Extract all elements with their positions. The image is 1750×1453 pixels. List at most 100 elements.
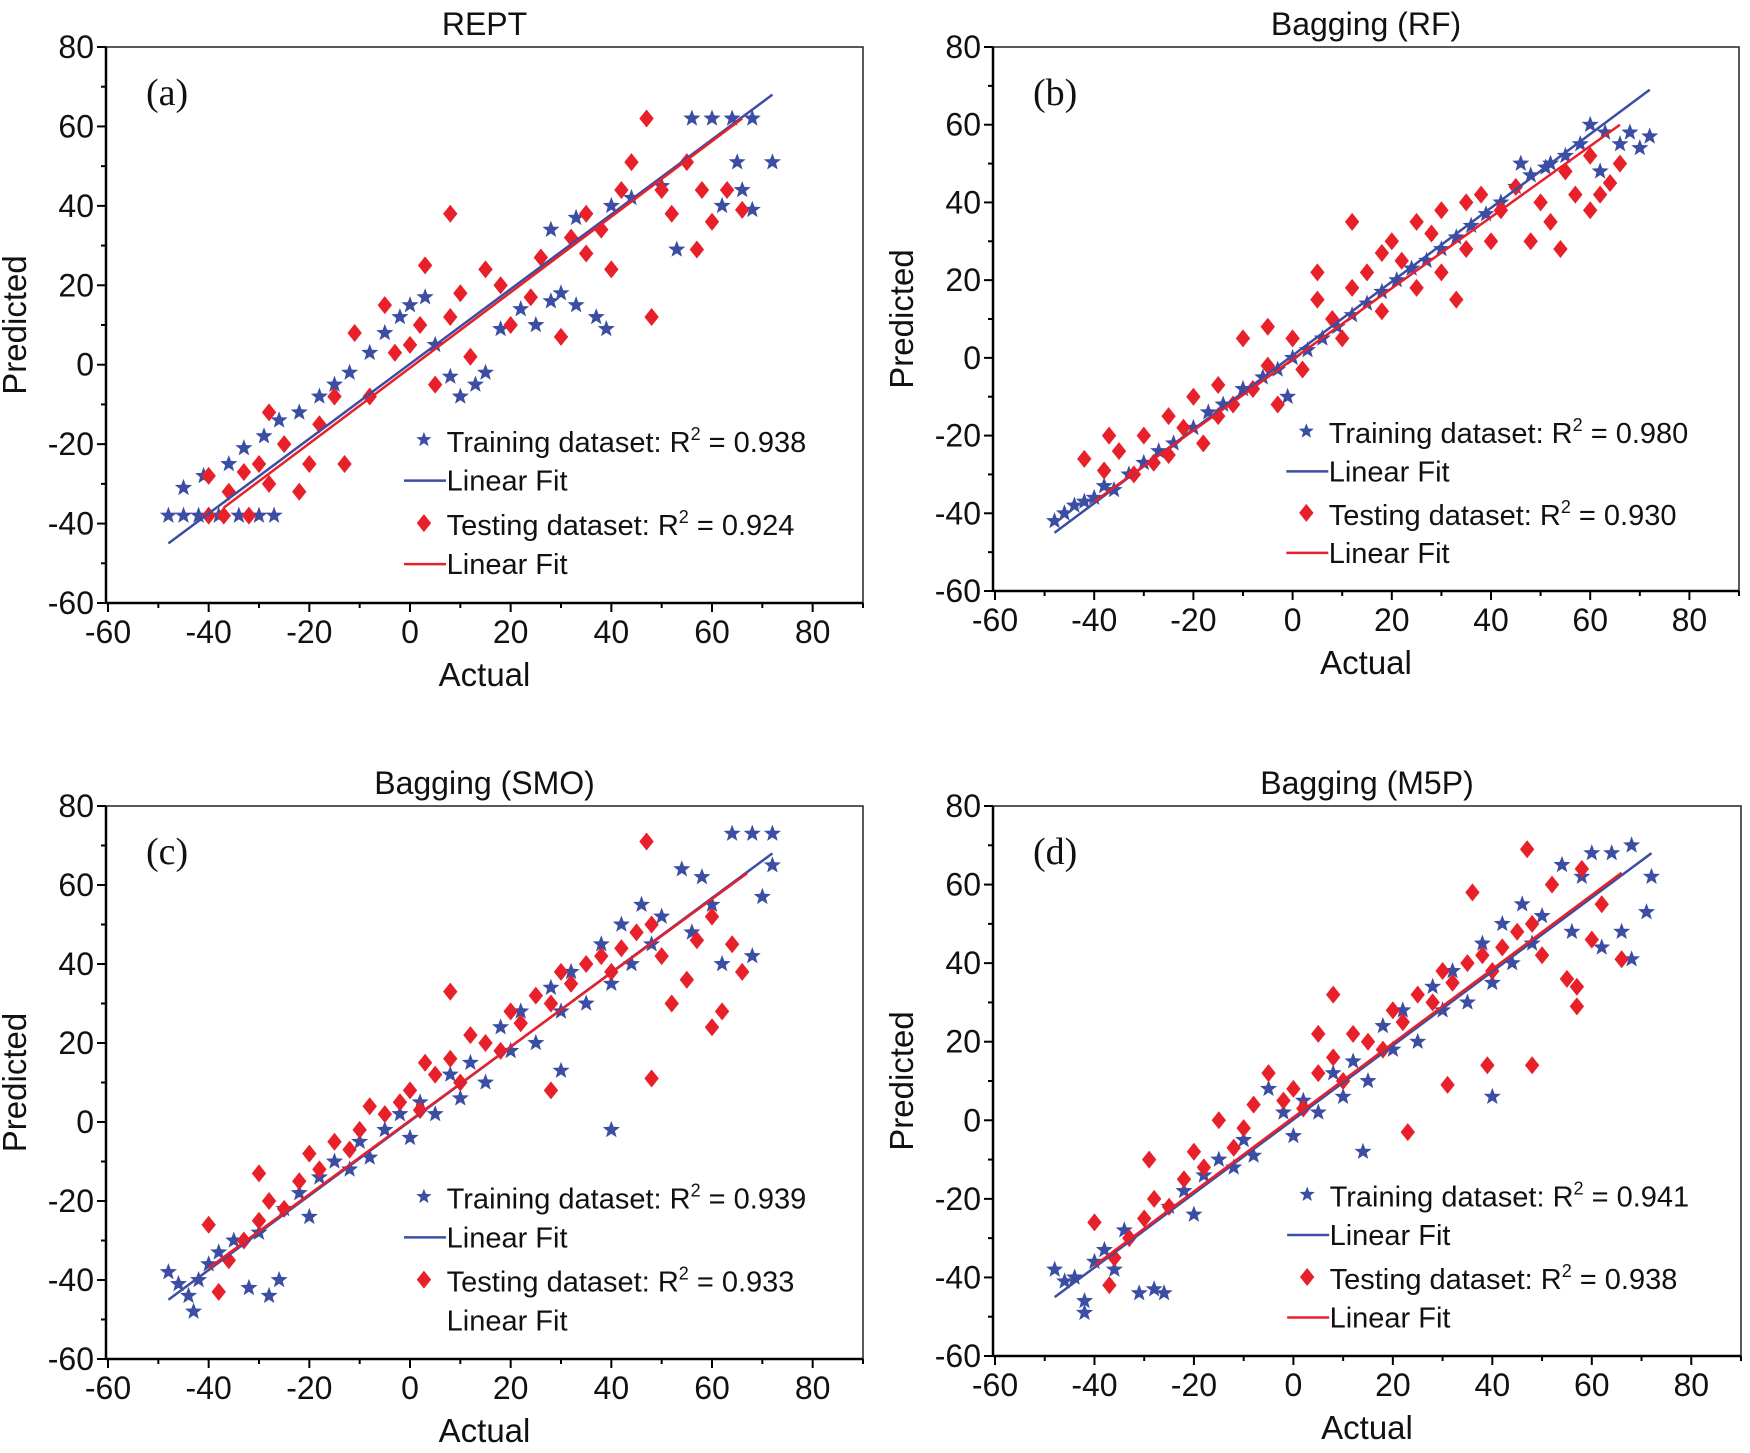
legend-entry: Training dataset: R2 = 0.941 (1330, 1179, 1690, 1214)
training-point (265, 506, 283, 523)
legend-label: Linear Fit (447, 466, 568, 498)
testing-point (689, 240, 705, 259)
testing-point (1460, 954, 1475, 973)
training-point (1533, 907, 1551, 924)
x-tick-label: 40 (594, 1370, 630, 1406)
legend-label: Testing dataset: R (1330, 1264, 1562, 1296)
testing-point (563, 974, 579, 993)
testing-point (664, 204, 679, 223)
testing-point (1270, 395, 1285, 414)
training-point (1553, 855, 1571, 873)
training-point (723, 109, 741, 126)
training-point (1621, 123, 1639, 140)
testing-point (1409, 212, 1424, 231)
training-point (723, 824, 741, 841)
training-point (1150, 442, 1168, 459)
testing-point (453, 284, 468, 303)
training-point (451, 387, 469, 404)
panel-label: (b) (1033, 72, 1077, 114)
x-axis-label: Actual (439, 656, 531, 693)
training-point (1447, 228, 1465, 245)
training-point (703, 895, 721, 912)
x-tick-label: 80 (1672, 602, 1708, 638)
testing-point (342, 1140, 357, 1159)
training-point (1344, 1052, 1362, 1069)
training-linear-fit-line (1053, 852, 1653, 1299)
testing-point (241, 506, 257, 525)
legend-star-icon (1299, 1186, 1315, 1201)
training-point (1046, 512, 1064, 529)
testing-point (327, 387, 342, 406)
training-point (542, 292, 560, 309)
testing-point (1602, 174, 1618, 192)
y-tick-label: 40 (945, 184, 981, 220)
training-point (1603, 844, 1621, 861)
training-point (190, 506, 208, 523)
x-tick-label: 80 (795, 614, 831, 650)
training-point (1165, 434, 1183, 451)
training-point (1085, 488, 1103, 505)
testing-point (1325, 985, 1341, 1004)
training-point (235, 439, 253, 456)
training-point (441, 367, 459, 384)
legend-label: Linear Fit (1329, 538, 1450, 570)
testing-point (478, 260, 493, 279)
training-point (1623, 950, 1641, 967)
y-tick-label: -60 (935, 1338, 981, 1374)
training-point (1076, 1292, 1094, 1309)
testing-point (1236, 1119, 1251, 1138)
training-point (1583, 844, 1601, 861)
training-point (441, 1065, 459, 1082)
training-point (693, 868, 711, 885)
x-axis-label: Actual (439, 1412, 531, 1449)
legend-label: Training dataset: R (1329, 418, 1573, 450)
x-tick-label: 60 (694, 614, 730, 650)
training-point (602, 1120, 620, 1138)
testing-point (1211, 376, 1226, 395)
training-point (512, 1002, 530, 1019)
legend-label: Linear Fit (1329, 456, 1450, 488)
testing-point (236, 462, 252, 481)
testing-point (639, 109, 654, 128)
x-tick-label: -60 (972, 1367, 1018, 1403)
testing-point (1410, 985, 1425, 1004)
testing-point (443, 204, 458, 223)
testing-point (719, 180, 735, 199)
y-tick-label: -20 (48, 1183, 94, 1219)
testing-point (1569, 997, 1585, 1016)
training-point (733, 181, 751, 198)
y-tick-label: 0 (76, 347, 94, 383)
testing-point (276, 1199, 292, 1218)
legend-label: Linear Fit (447, 549, 568, 581)
training-point (1623, 836, 1641, 853)
testing-point (735, 200, 750, 219)
training-point (1358, 294, 1376, 311)
training-point (1581, 115, 1599, 132)
training-point (1613, 922, 1631, 939)
panel-d: -60 -40 -20 0 20 40 60 80 80 60 40 20 0 -20 -40 -60 Bagg… (883, 765, 1742, 1446)
training-point (1424, 977, 1442, 994)
testing-point (443, 1049, 458, 1068)
training-point (1384, 1040, 1402, 1057)
training-point (1199, 403, 1217, 420)
x-tick-label: 40 (594, 614, 630, 650)
testing-point (417, 256, 433, 275)
y-tick-label: -60 (935, 573, 981, 609)
training-point (1513, 895, 1531, 912)
legend-star-icon (1298, 423, 1314, 438)
training-point (1462, 216, 1480, 233)
training-point (542, 220, 560, 237)
training-point (180, 1286, 198, 1304)
y-tick-label: 80 (58, 29, 94, 65)
training-point (159, 1263, 177, 1280)
y-tick-label: 20 (58, 1025, 94, 1061)
plot-area (1046, 88, 1659, 534)
training-point (260, 1286, 278, 1304)
training-point (1235, 1130, 1253, 1148)
testing-linear-fit-line (1093, 871, 1623, 1267)
legend-entry: Testing dataset: R2 = 0.938 (1330, 1261, 1678, 1296)
testing-point (1612, 154, 1628, 173)
panel-b: -60 -40 -20 0 20 40 60 80 80 60 40 20 0 -20 -40 -60 Bagg… (883, 6, 1740, 681)
